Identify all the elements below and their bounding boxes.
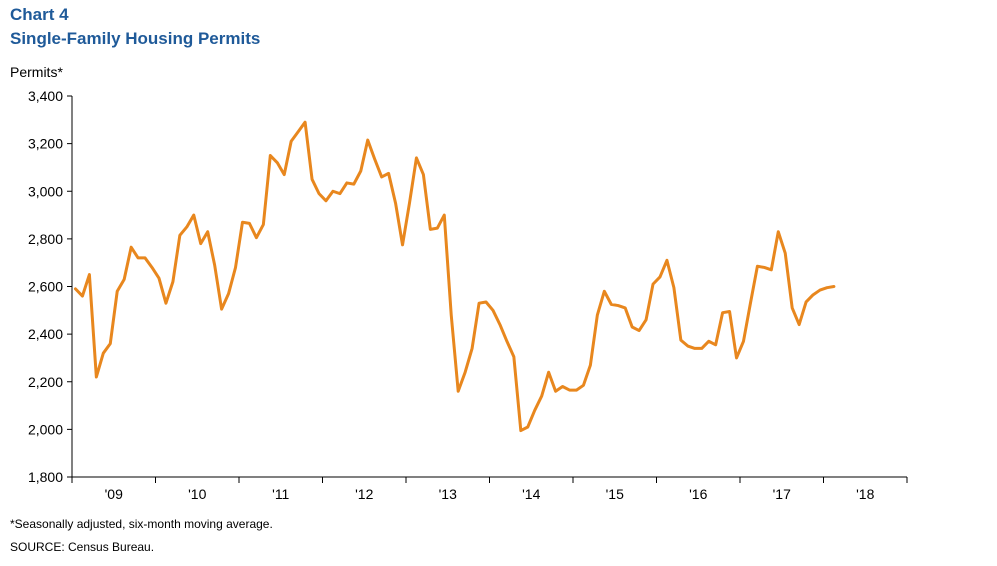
- chart-title: Single-Family Housing Permits: [10, 29, 261, 48]
- x-tick-label: '12: [355, 486, 373, 502]
- x-tick-label: '09: [105, 486, 123, 502]
- y-tick-label: 3,000: [28, 183, 63, 199]
- y-axis: 1,800 2,000 2,200 2,400 2,600 2,800 3,000 3,200…: [28, 88, 73, 485]
- y-tick-label: 3,200: [28, 136, 63, 152]
- x-tick-label: '18: [856, 486, 874, 502]
- x-tick-label: '11: [272, 486, 289, 502]
- y-tick-label: 1,800: [28, 469, 63, 485]
- x-tick-label: '16: [689, 486, 707, 502]
- y-tick-label: 2,200: [28, 374, 63, 390]
- x-tick-label: '13: [439, 486, 457, 502]
- x-tick-label: '14: [522, 486, 540, 502]
- x-axis: '09 '10 '11 '12 '13 '14 '15 '16 '17 '18: [71, 476, 908, 502]
- y-axis-label: Permits*: [10, 64, 63, 80]
- x-tick-label: '17: [773, 486, 791, 502]
- source-note: SOURCE: Census Bureau.: [10, 540, 155, 554]
- footnote: *Seasonally adjusted, six-month moving a…: [10, 517, 273, 531]
- series-layer: [73, 120, 836, 433]
- y-tick-label: 2,600: [28, 279, 63, 295]
- chart-number: Chart 4: [10, 5, 69, 24]
- y-tick-label: 2,000: [28, 421, 63, 437]
- y-tick-label: 2,400: [28, 326, 63, 342]
- x-tick-label: '10: [188, 486, 206, 502]
- series-line: [73, 120, 836, 433]
- x-tick-label: '15: [606, 486, 624, 502]
- y-tick-label: 2,800: [28, 231, 63, 247]
- y-tick-label: 3,400: [28, 88, 63, 104]
